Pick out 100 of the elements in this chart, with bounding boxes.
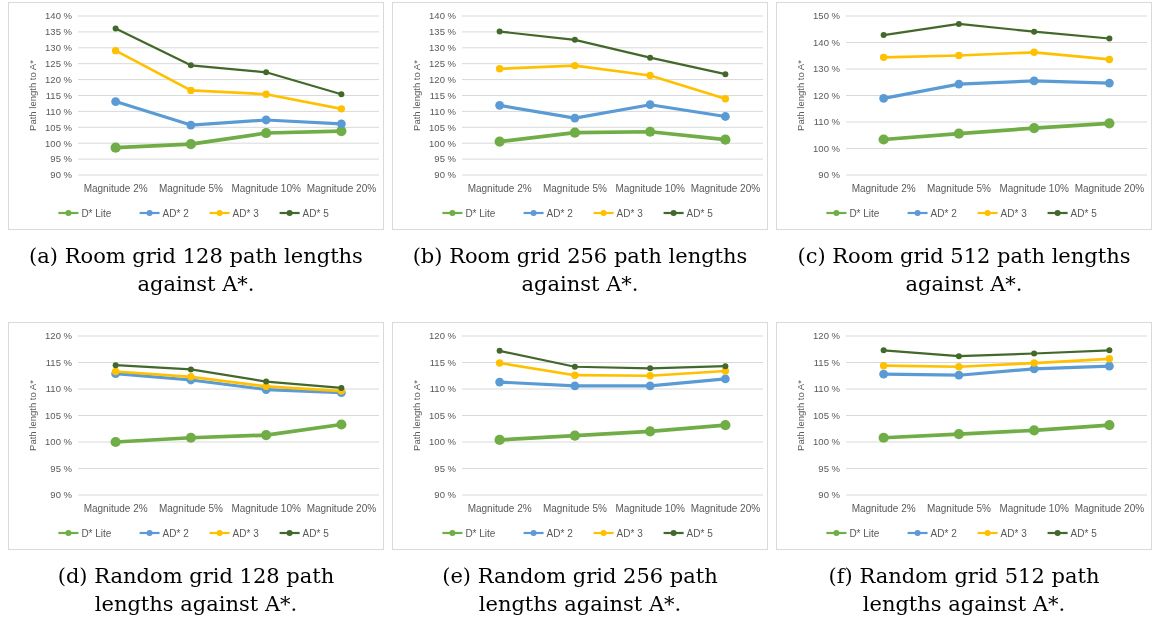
point [1104, 419, 1115, 431]
y-tick-label: 110 % [813, 116, 841, 128]
x-tick-label: Magnitude 2% [467, 183, 532, 194]
y-tick-label: 100 % [429, 436, 457, 448]
point [720, 419, 731, 431]
y-tick-label: 100 % [45, 436, 73, 448]
point [112, 362, 119, 369]
point [337, 105, 346, 113]
point [338, 91, 345, 98]
point [1104, 118, 1115, 129]
point [1106, 347, 1113, 354]
point [571, 363, 578, 370]
point [955, 20, 962, 27]
y-tick-label: 115 % [45, 356, 73, 368]
x-tick-label: Magnitude 2% [83, 183, 148, 194]
point [495, 359, 504, 367]
point [720, 134, 731, 145]
y-tick-label: 115 % [429, 356, 457, 368]
x-tick-label: Magnitude 5% [158, 183, 223, 194]
y-tick-label: 130 % [429, 42, 457, 54]
y-tick-label: 130 % [45, 42, 73, 54]
y-tick-label: 120 % [45, 330, 73, 342]
x-tick-label: Magnitude 5% [926, 503, 991, 514]
point [878, 134, 889, 145]
point [1030, 48, 1038, 57]
point [570, 381, 580, 391]
y-tick-label: 100 % [813, 142, 841, 154]
y-tick-label: 140 % [45, 10, 73, 22]
point [1029, 425, 1040, 436]
point [112, 25, 119, 32]
y-tick-label: 115 % [813, 356, 841, 368]
legend-label: AD* 3 [1000, 527, 1028, 539]
y-tick-label: 125 % [45, 58, 73, 70]
point [721, 94, 730, 103]
x-tick-label: Magnitude 5% [542, 503, 607, 514]
point [1029, 76, 1039, 86]
y-tick-label: 105 % [813, 409, 841, 421]
point [880, 32, 887, 39]
point [953, 428, 964, 440]
point [645, 100, 655, 110]
point [186, 120, 196, 130]
legend-label: AD* 5 [1070, 527, 1098, 539]
text: (f) Random grid 512 path lengths against A*. [828, 564, 1100, 616]
x-tick-label: Magnitude 20% [1074, 183, 1145, 194]
y-tick-label: 100 % [813, 436, 841, 448]
x-tick-label: Magnitude 20% [1074, 503, 1145, 514]
y-tick-label: 100 % [45, 137, 73, 149]
point [1105, 355, 1114, 363]
y-tick-label: 140 % [813, 36, 841, 48]
point [261, 430, 272, 441]
x-tick-label: Magnitude 20% [690, 503, 761, 514]
y-tick-label: 95 % [434, 153, 457, 165]
point [1104, 78, 1114, 88]
x-tick-label: Magnitude 20% [306, 503, 377, 514]
legend-label: AD* 5 [686, 527, 714, 539]
point [1031, 28, 1038, 35]
y-tick-label: 105 % [45, 121, 73, 133]
point [720, 374, 730, 384]
y-axis-title: Path length to A* [27, 379, 38, 451]
point [187, 373, 195, 381]
point [954, 370, 964, 380]
x-tick-label: Magnitude 2% [851, 183, 916, 194]
legend-label: AD* 5 [1070, 207, 1098, 219]
point [646, 372, 654, 380]
point [720, 112, 730, 121]
point [571, 36, 578, 43]
y-tick-label: 95 % [50, 462, 73, 474]
point [645, 381, 655, 391]
y-tick-label: 90 % [434, 169, 457, 181]
y-tick-label: 90 % [434, 489, 457, 501]
point [110, 436, 121, 448]
point [261, 115, 271, 125]
legend-label: AD* 2 [930, 527, 958, 539]
legend-label: AD* 2 [162, 207, 190, 219]
legend-label: D* Lite [849, 527, 880, 539]
point [261, 127, 272, 139]
point [494, 136, 505, 147]
point [880, 347, 887, 354]
point [185, 432, 196, 443]
text: (e) Random grid 256 path lengths against A*. [442, 564, 718, 616]
point [187, 86, 195, 95]
y-tick-label: 140 % [429, 10, 457, 22]
x-tick-label: Magnitude 10% [231, 183, 301, 194]
legend-label: AD* 2 [930, 207, 958, 219]
y-tick-label: 95 % [434, 462, 457, 474]
point [645, 126, 656, 137]
y-tick-label: 115 % [45, 89, 73, 101]
point [496, 347, 503, 354]
y-tick-label: 95 % [818, 462, 841, 474]
point [495, 100, 505, 110]
point [338, 384, 345, 391]
y-tick-label: 135 % [45, 26, 73, 38]
point [336, 119, 346, 129]
point [111, 97, 121, 106]
y-tick-label: 120 % [813, 89, 841, 101]
text: (a) Room grid 128 path lengths against A*. [29, 244, 363, 296]
point [569, 127, 580, 138]
point [647, 54, 654, 61]
y-tick-label: 120 % [429, 330, 457, 342]
point [646, 71, 654, 80]
